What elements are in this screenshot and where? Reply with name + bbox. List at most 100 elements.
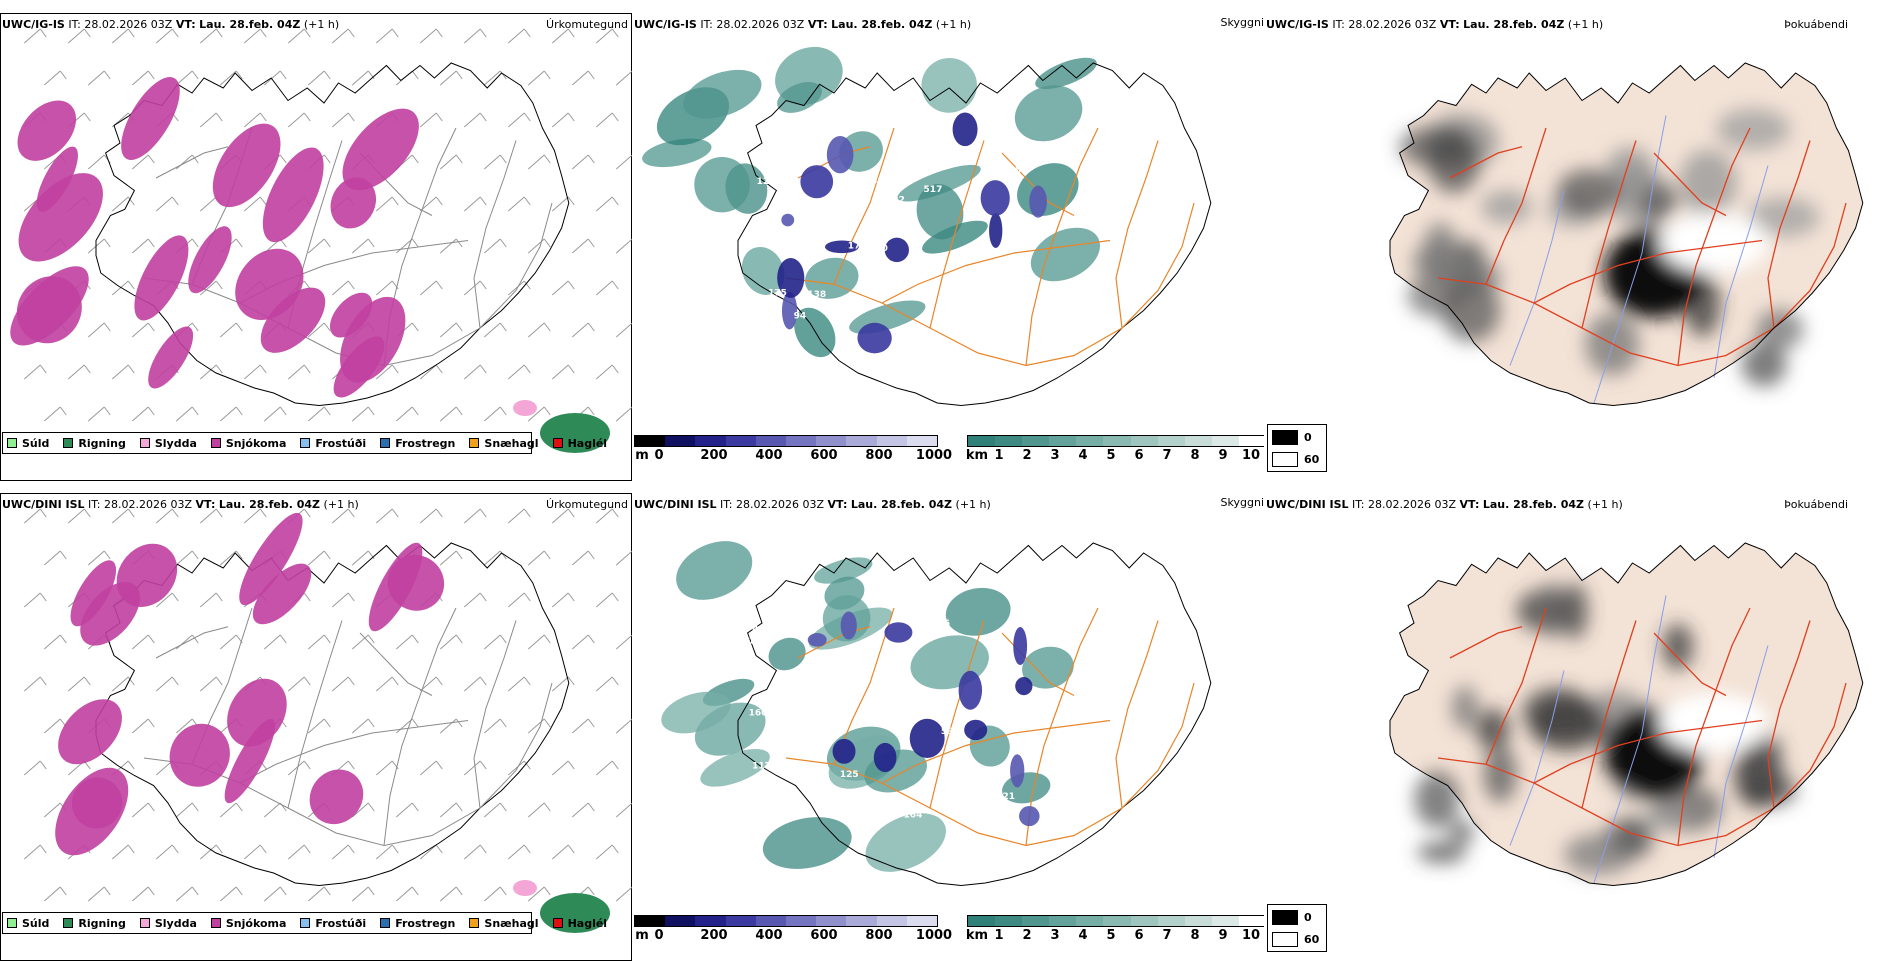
panel-type-title: Skyggni bbox=[1220, 16, 1264, 29]
wind-barb bbox=[307, 886, 331, 902]
wind-barb bbox=[439, 718, 463, 734]
wind-barb bbox=[131, 238, 155, 254]
colorbar-step bbox=[635, 436, 666, 446]
wind-barb bbox=[571, 718, 595, 734]
wind-barb bbox=[23, 592, 47, 608]
ceiling-value-label: 218 bbox=[958, 790, 977, 800]
wind-barb bbox=[571, 322, 595, 338]
panel-header: UWC/DINI ISL IT: 28.02.2026 03Z VT: Lau.… bbox=[2, 498, 359, 511]
ceiling-value-label: 101 bbox=[845, 670, 864, 680]
colorbar-tick: 600 bbox=[810, 928, 838, 943]
colorbar-tick: 1 bbox=[994, 448, 1004, 463]
wind-barb bbox=[175, 70, 199, 86]
wind-barb bbox=[571, 550, 595, 566]
ceiling-value-label: 112 bbox=[828, 200, 847, 210]
wind-barb bbox=[463, 592, 487, 608]
wind-barb bbox=[571, 238, 595, 254]
wind-barb bbox=[243, 28, 267, 44]
snow-area bbox=[71, 777, 123, 829]
low-ceiling-area bbox=[1013, 627, 1028, 666]
legend-swatch bbox=[7, 918, 17, 928]
wind-barb bbox=[131, 634, 155, 650]
low-ceiling-area bbox=[873, 742, 897, 773]
colorbar-tick: 6 bbox=[1134, 448, 1144, 463]
low-visibility-area bbox=[916, 183, 964, 240]
clear-area bbox=[1659, 693, 1769, 753]
panel-header: UWC/DINI ISL IT: 28.02.2026 03Z VT: Lau.… bbox=[634, 498, 991, 511]
road-line bbox=[1767, 140, 1811, 329]
colorbar-step bbox=[1211, 436, 1239, 446]
wind-barb bbox=[331, 676, 355, 692]
legend-label: Haglél bbox=[567, 436, 608, 450]
ceiling-value-label: 118 bbox=[758, 219, 777, 229]
ceiling-value-label: 113 bbox=[746, 321, 765, 331]
ceiling-value-label: 144 bbox=[775, 137, 794, 147]
colorbar-step bbox=[665, 916, 696, 926]
wind-barb bbox=[175, 802, 199, 818]
colorbar-step bbox=[786, 436, 817, 446]
ceiling-value-label: 109 bbox=[998, 693, 1017, 703]
wind-barb bbox=[419, 364, 443, 380]
colorbar-step bbox=[1238, 436, 1264, 446]
low-ceiling-area bbox=[807, 633, 827, 647]
ceiling-colorbar: m 0 200 400 600 800 1000 bbox=[634, 915, 952, 945]
legend-item: Frostregn bbox=[380, 917, 455, 930]
ceiling-colorbar: m 0 200 400 600 800 1000 bbox=[634, 435, 952, 465]
legend-label: Rigning bbox=[78, 436, 126, 450]
wind-barb bbox=[483, 550, 507, 566]
road-line bbox=[1533, 719, 1763, 784]
snow-area bbox=[212, 123, 281, 208]
snow-area bbox=[134, 235, 189, 321]
colorbar-step bbox=[816, 436, 847, 446]
low-ceiling-area bbox=[884, 237, 909, 263]
colorbar-tick: 5 bbox=[1106, 448, 1116, 463]
colorbar-step bbox=[876, 436, 907, 446]
fog-area bbox=[1449, 820, 1475, 844]
snow-area bbox=[70, 560, 117, 627]
snow-area bbox=[260, 287, 326, 353]
colorbar-step bbox=[1103, 436, 1131, 446]
wind-barb bbox=[483, 634, 507, 650]
fog-area bbox=[1662, 623, 1694, 671]
precip-map bbox=[23, 508, 632, 933]
wind-barb bbox=[155, 844, 179, 860]
wind-barb bbox=[175, 154, 199, 170]
colorbar-tick: 400 bbox=[755, 448, 783, 463]
wind-barb bbox=[375, 280, 399, 296]
wind-barb bbox=[175, 406, 199, 422]
road-line bbox=[1025, 127, 1099, 366]
colorbar-step bbox=[968, 916, 996, 926]
snow-area bbox=[309, 769, 364, 825]
fog-map bbox=[1389, 62, 1864, 407]
wind-barb bbox=[199, 592, 223, 608]
wind-barb bbox=[483, 154, 507, 170]
wind-barb bbox=[551, 592, 575, 608]
legend-swatch bbox=[300, 438, 311, 448]
colorbar-step bbox=[846, 436, 877, 446]
road-line bbox=[155, 146, 229, 179]
legend-label: Slydda bbox=[154, 436, 197, 450]
wind-barb bbox=[615, 550, 632, 566]
wind-barb bbox=[527, 322, 551, 338]
legend-label: Haglél bbox=[567, 916, 608, 930]
fog-area bbox=[1556, 168, 1620, 217]
low-visibility-area bbox=[897, 164, 981, 202]
legend-item: Snæhagl bbox=[469, 917, 539, 930]
snow-area bbox=[18, 173, 103, 262]
wind-barb bbox=[219, 550, 243, 566]
wind-barb bbox=[23, 760, 47, 776]
wind-barb bbox=[395, 70, 419, 86]
wind-barb bbox=[243, 844, 267, 860]
wind-barb bbox=[419, 112, 443, 128]
legend-swatch bbox=[300, 918, 311, 928]
wind-barb bbox=[23, 508, 47, 524]
road-line bbox=[1653, 632, 1727, 697]
visibility-map: 595 194 89 122 101 218 117 116 88 164 153 160 432 121… bbox=[661, 541, 1212, 887]
wind-barb bbox=[243, 364, 267, 380]
wind-barb bbox=[199, 364, 223, 380]
wind-barb bbox=[527, 550, 551, 566]
ceiling-value-label: 432 bbox=[752, 625, 771, 635]
wind-barb bbox=[287, 28, 311, 44]
colorbar-tick: 4 bbox=[1078, 928, 1088, 943]
ceiling-value-label: 122 bbox=[798, 617, 817, 627]
